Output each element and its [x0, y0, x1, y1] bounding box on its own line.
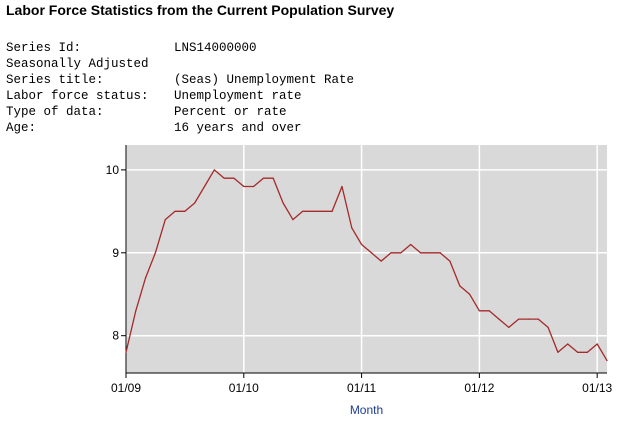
data-point	[508, 326, 510, 328]
data-point	[174, 210, 176, 212]
data-point	[557, 351, 559, 353]
meta-label: Type of data:	[6, 105, 104, 119]
data-point	[429, 252, 431, 254]
data-point	[478, 310, 480, 312]
data-point	[439, 252, 441, 254]
data-point	[233, 177, 235, 179]
meta-value: (Seas) Unemployment Rate	[174, 73, 355, 87]
meta-value: Percent or rate	[174, 105, 287, 119]
x-tick-label: 01/10	[229, 381, 259, 395]
data-point	[243, 185, 245, 188]
data-point	[292, 219, 294, 221]
series-layer	[125, 169, 608, 362]
data-point	[282, 202, 284, 204]
meta-label: Series title:	[6, 73, 104, 87]
data-point	[400, 252, 402, 254]
data-point	[606, 359, 608, 362]
series-metadata: Series Id: LNS14000000 Seasonally Adjust…	[6, 40, 354, 136]
meta-row-seasonally-adjusted: Seasonally Adjusted	[6, 56, 149, 72]
data-point	[341, 185, 343, 188]
data-point	[223, 177, 225, 179]
data-point	[449, 260, 451, 262]
y-tick-label: 9	[112, 246, 119, 260]
data-point	[537, 318, 539, 320]
data-point	[331, 210, 333, 212]
meta-row-series-id: Series Id: LNS14000000	[6, 40, 257, 56]
meta-value: Unemployment rate	[174, 89, 302, 103]
data-point	[518, 318, 520, 320]
page-title: Labor Force Statistics from the Current …	[6, 2, 395, 18]
y-tick-label: 10	[106, 163, 120, 177]
data-point	[410, 243, 412, 246]
meta-value: 16 years and over	[174, 121, 302, 135]
data-point	[302, 210, 304, 212]
data-point	[321, 210, 323, 212]
plot-area	[126, 145, 607, 373]
data-point	[419, 252, 422, 254]
x-axis-title: Month	[350, 403, 383, 417]
data-point	[459, 285, 461, 287]
data-point	[272, 177, 274, 179]
meta-row-series-title: Series title: (Seas) Unemployment Rate	[6, 72, 354, 88]
data-point	[488, 310, 490, 312]
meta-value: LNS14000000	[174, 41, 257, 55]
data-point	[311, 210, 314, 212]
data-point	[125, 351, 127, 353]
data-point	[253, 185, 255, 188]
x-tick-label: 01/09	[111, 381, 141, 395]
data-point	[360, 243, 363, 246]
data-point	[468, 293, 471, 295]
data-point	[498, 318, 500, 320]
gridlines	[125, 145, 607, 373]
y-tick-label: 8	[112, 329, 119, 343]
x-tick-label: 01/11	[347, 381, 376, 395]
meta-label: Age:	[6, 121, 37, 135]
data-point	[596, 343, 598, 345]
meta-label: Seasonally Adjusted	[6, 57, 149, 71]
data-point	[262, 177, 265, 179]
axes	[121, 145, 607, 378]
data-point	[213, 169, 215, 171]
data-point	[370, 252, 373, 254]
data-point	[135, 310, 137, 312]
meta-label: Series Id:	[6, 41, 82, 55]
data-point	[527, 318, 530, 320]
meta-row-labor-force-status: Labor force status: Unemployment rate	[6, 88, 302, 104]
meta-row-type-of-data: Type of data: Percent or rate	[6, 104, 287, 120]
data-point	[154, 252, 157, 254]
data-point	[164, 219, 166, 221]
data-point	[184, 210, 186, 212]
data-point	[380, 260, 382, 262]
tick-labels: 8 9 10 01/09 01/10 01/11 01/12 01/13	[106, 163, 613, 395]
x-tick-label: 01/13	[582, 381, 612, 395]
series-line	[125, 169, 608, 361]
data-point	[547, 326, 549, 328]
data-point	[351, 227, 353, 229]
data-point	[390, 252, 392, 254]
data-point	[567, 343, 569, 345]
data-point	[586, 351, 588, 353]
meta-row-age: Age: 16 years and over	[6, 120, 302, 136]
meta-label: Labor force status:	[6, 89, 149, 103]
data-point	[194, 202, 196, 204]
x-tick-label: 01/12	[464, 381, 494, 395]
data-point	[145, 277, 147, 279]
data-point	[576, 351, 579, 353]
data-point	[203, 185, 206, 188]
